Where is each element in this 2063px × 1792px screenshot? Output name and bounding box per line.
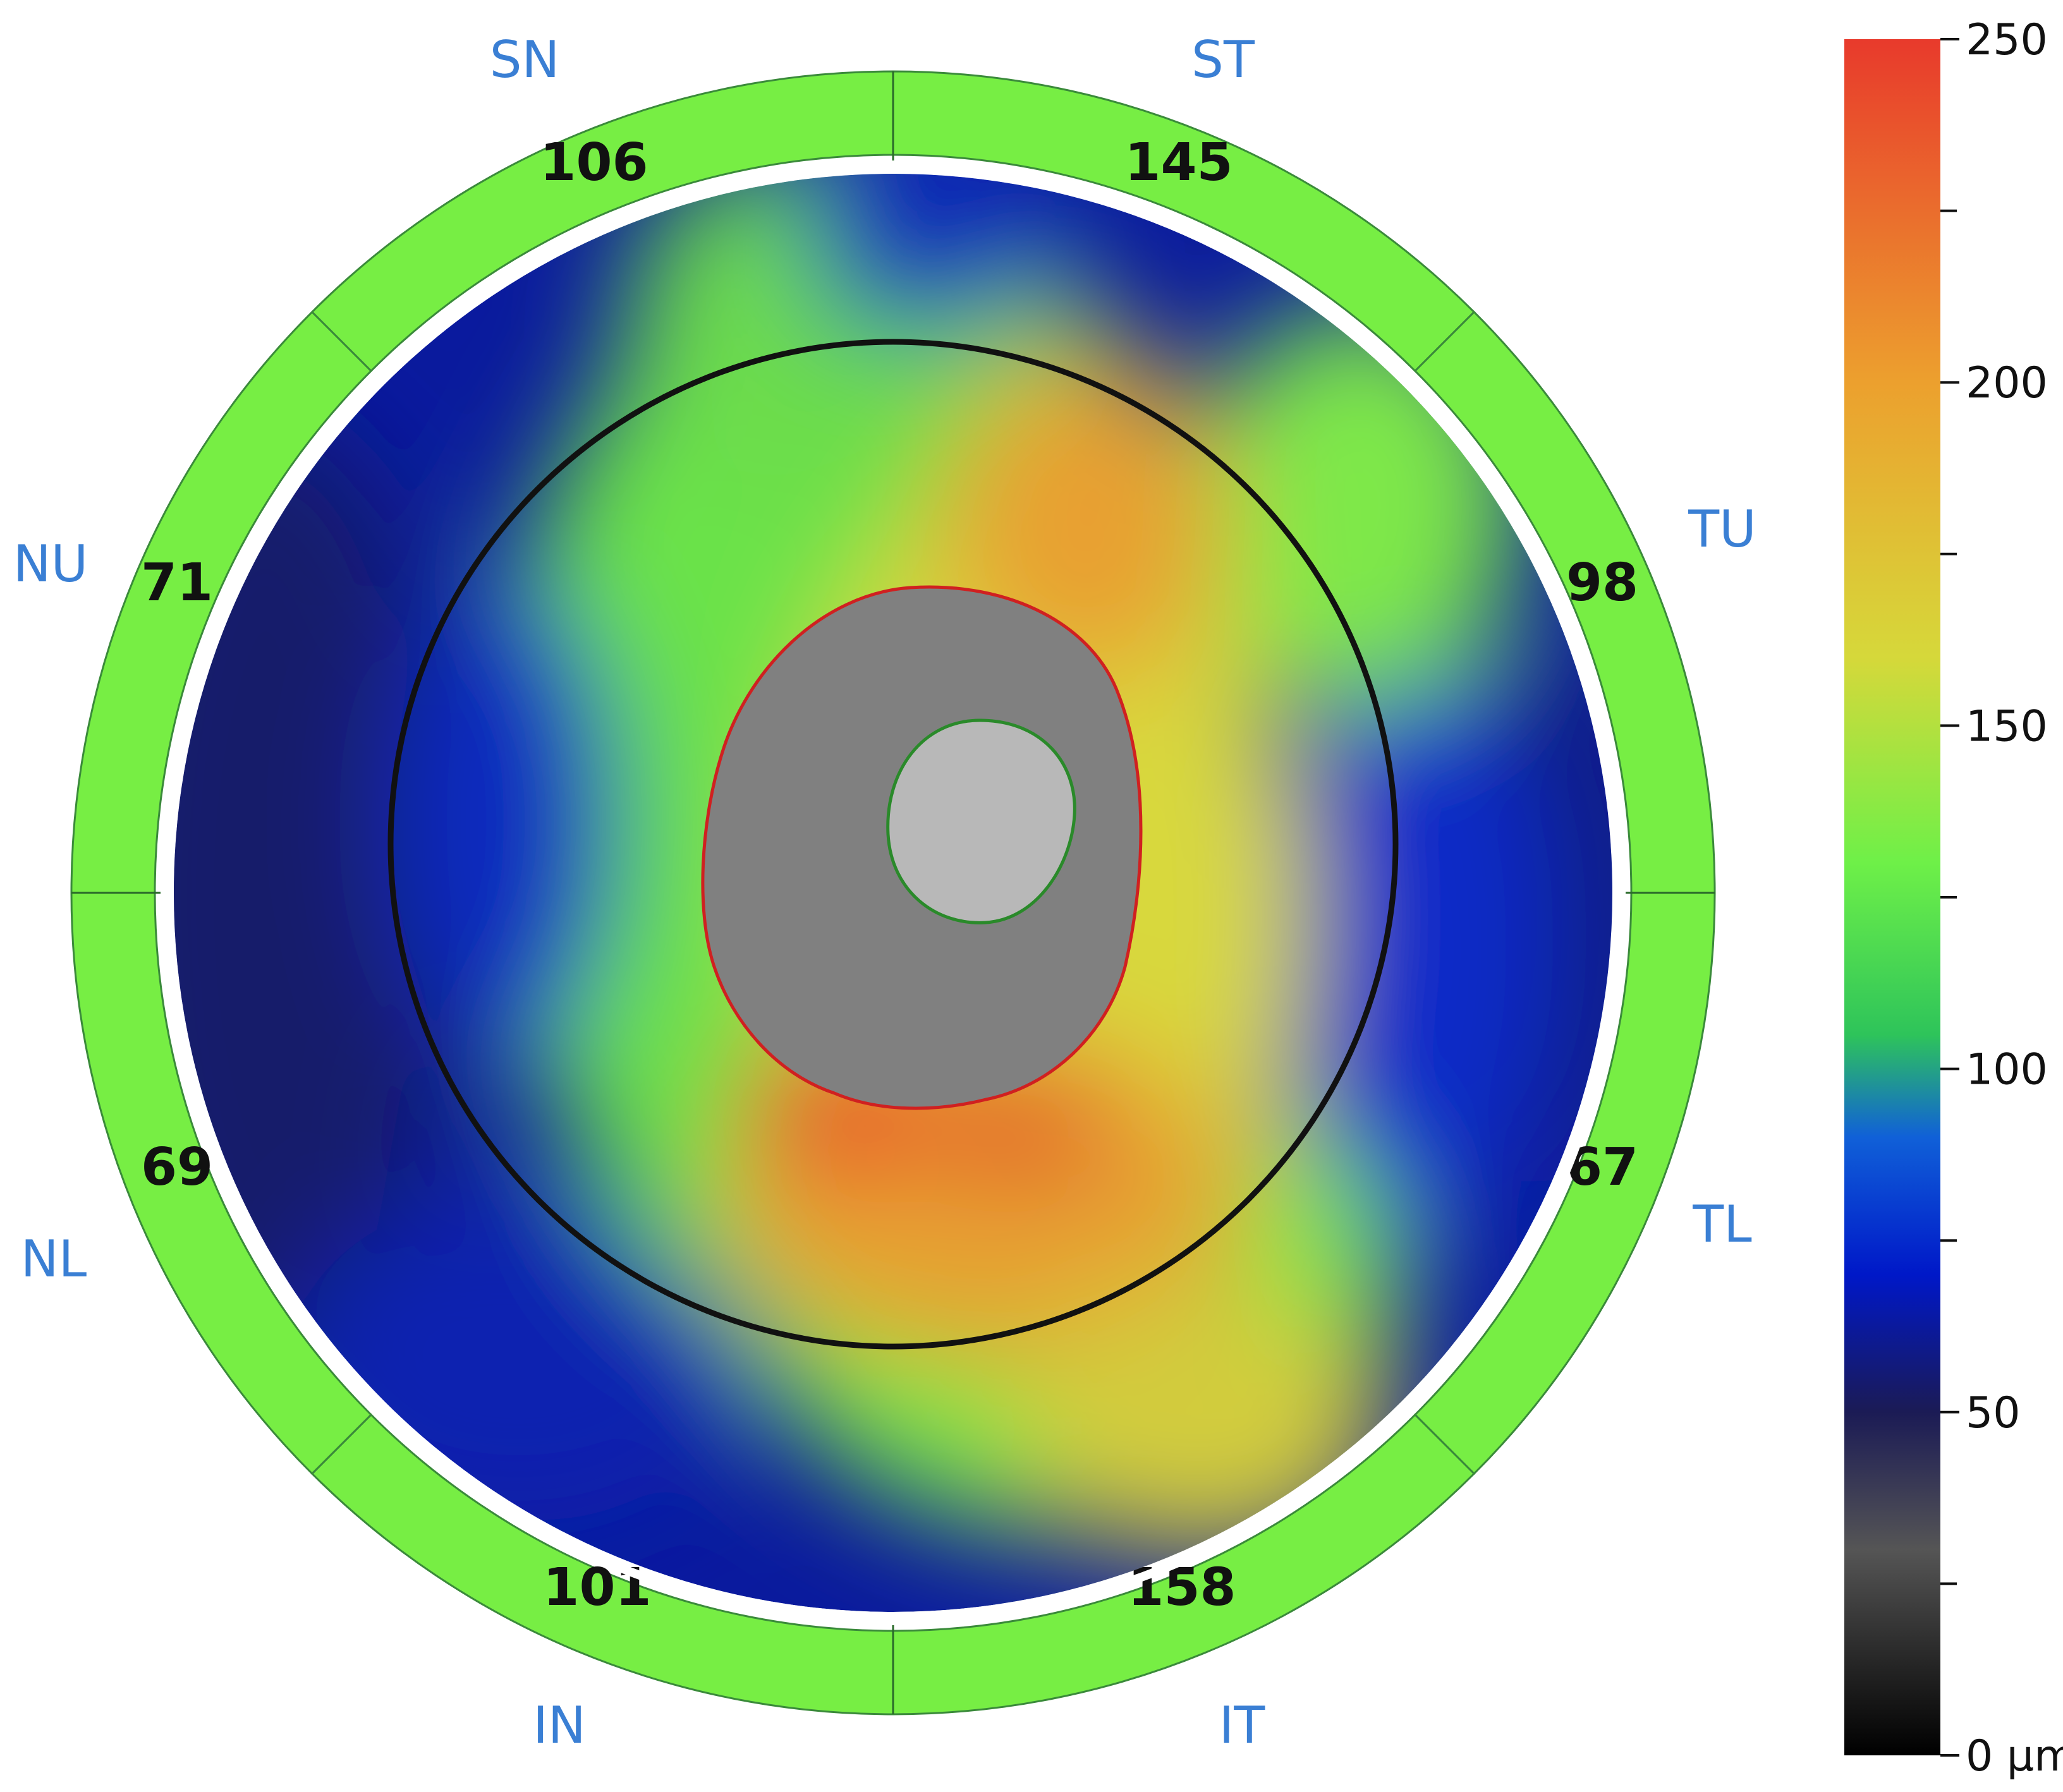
sector-label-tu: TU (1688, 500, 1756, 559)
sector-value-nu: 71 (141, 553, 213, 613)
sector-label-in: IN (533, 1696, 585, 1755)
sector-label-st: ST (1191, 30, 1255, 89)
scale-tick-label: 0 μm (1966, 1731, 2063, 1781)
sector-value-tu: 98 (1566, 553, 1638, 613)
color-scale-ticks: 250 200 150 100 50 0 μm (1940, 15, 2063, 1781)
scale-tick-label: 250 (1966, 15, 2048, 65)
scale-tick-label: 50 (1966, 1388, 2021, 1438)
sector-label-nl: NL (21, 1230, 87, 1288)
sector-label-sn: SN (490, 30, 560, 89)
sector-value-sn: 106 (540, 133, 648, 193)
sector-label-nu: NU (13, 535, 88, 593)
sector-label-it: IT (1219, 1696, 1266, 1755)
sector-labels: SN ST TU TL IT IN NL NU (13, 30, 1756, 1755)
color-scale-bar (1844, 39, 1940, 1755)
scale-tick-label: 100 (1966, 1045, 2048, 1095)
sector-value-st: 145 (1124, 133, 1232, 193)
sector-label-tl: TL (1692, 1195, 1752, 1254)
sector-value-nl: 69 (141, 1137, 213, 1197)
color-scale: 250 200 150 100 50 0 μm (1844, 15, 2063, 1781)
sector-nu (70, 310, 373, 894)
ring-separator (161, 160, 1626, 1625)
scale-tick-label: 200 (1966, 358, 2048, 408)
sector-value-in: 101 (543, 1558, 651, 1618)
sector-value-it: 158 (1128, 1558, 1236, 1618)
optic-cup (886, 718, 1076, 924)
measurement-circle (387, 339, 1399, 1350)
scale-tick-label: 150 (1966, 701, 2048, 751)
